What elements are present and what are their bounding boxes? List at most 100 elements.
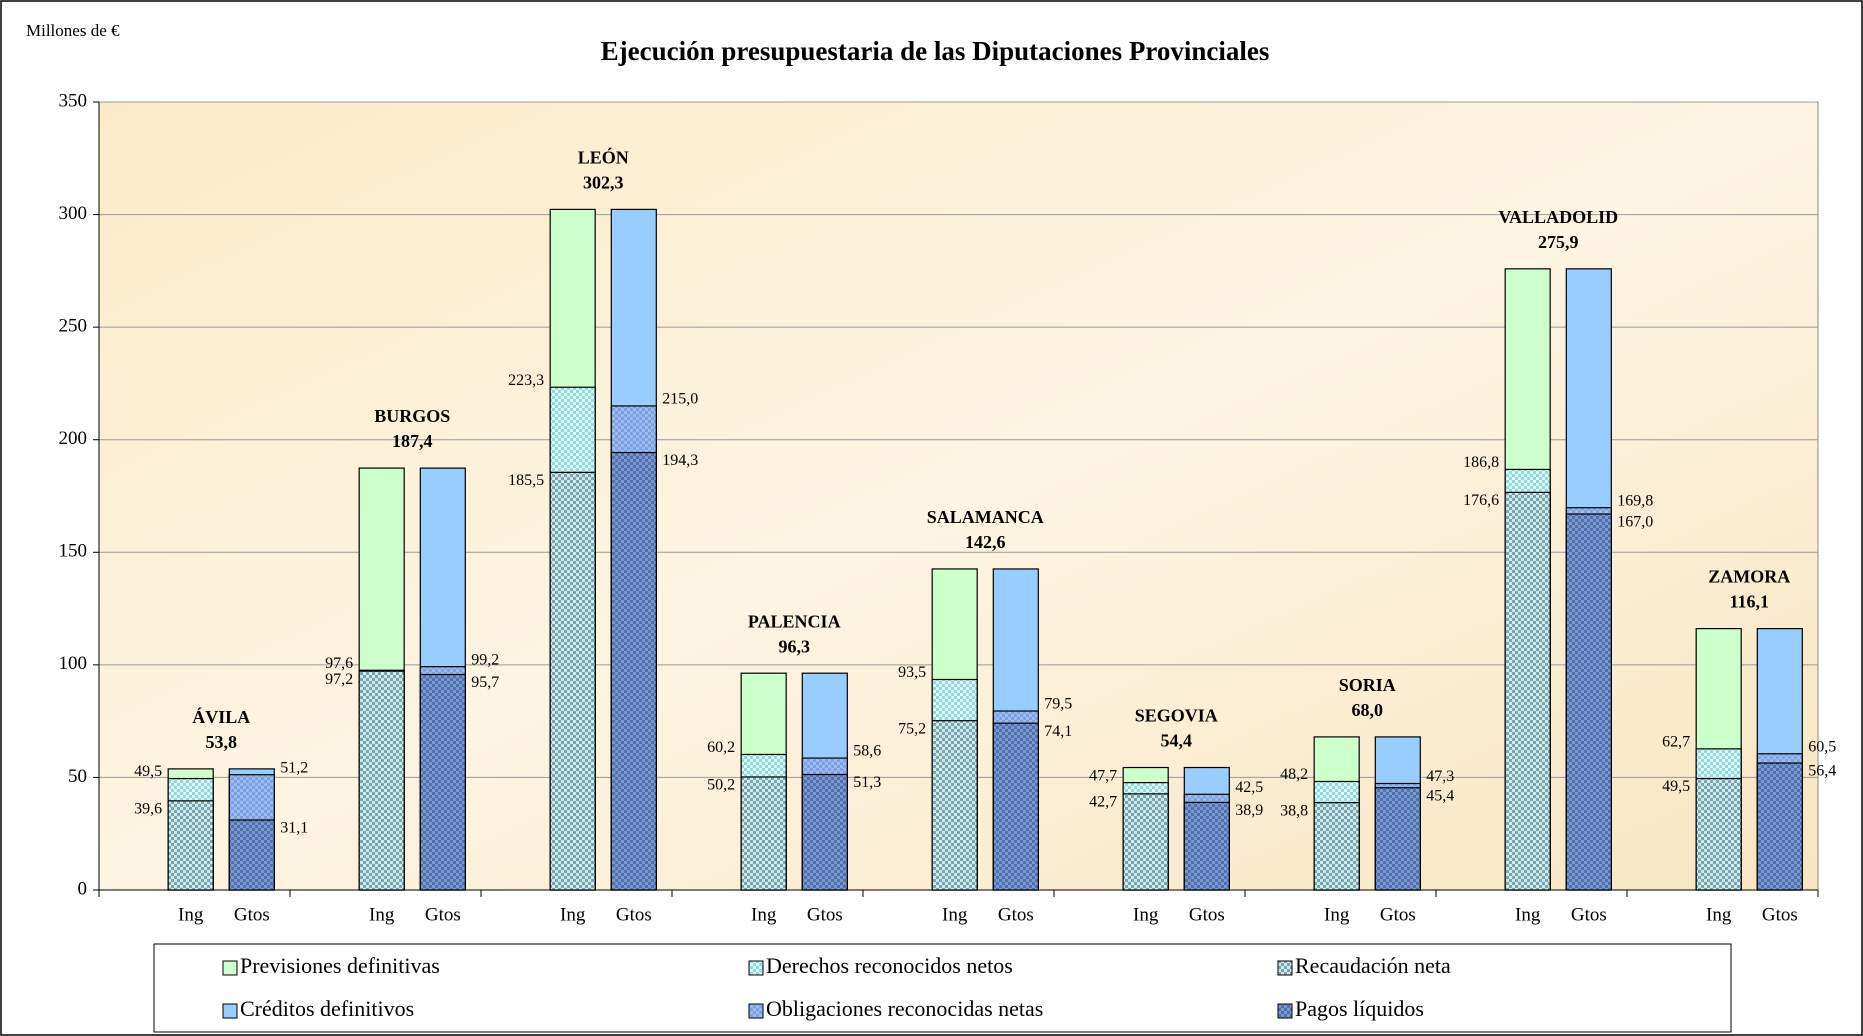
value-label: 47,7 — [1089, 767, 1117, 784]
value-label: 38,9 — [1235, 802, 1263, 819]
value-label: 167,0 — [1617, 514, 1653, 531]
bar-label: Ing — [369, 904, 395, 925]
chart-title: Ejecución presupuestaria de las Diputaci… — [601, 36, 1270, 66]
value-label: 60,5 — [1808, 738, 1836, 755]
y-tick-label: 300 — [59, 203, 88, 224]
bar — [931, 720, 978, 891]
bar-label: Gtos — [807, 904, 843, 925]
bar — [801, 773, 848, 891]
value-label: 75,2 — [898, 720, 926, 737]
legend-label: Créditos definitivos — [240, 996, 414, 1021]
value-label: 48,2 — [1280, 766, 1308, 783]
value-label: 93,5 — [898, 664, 926, 681]
y-axis-label: Millones de € — [26, 21, 120, 40]
legend-swatch — [1277, 1003, 1293, 1019]
value-label: 95,7 — [471, 674, 499, 691]
y-tick-label: 50 — [68, 766, 87, 787]
category-label: ÁVILA — [192, 706, 250, 727]
legend-swatch — [748, 1003, 764, 1019]
value-label: 74,1 — [1044, 723, 1072, 740]
value-label: 79,5 — [1044, 696, 1072, 713]
value-label: 194,3 — [662, 452, 698, 469]
bar — [1313, 802, 1360, 891]
bar — [610, 451, 657, 891]
legend-label: Previsiones definitivas — [240, 953, 440, 978]
bar-label: Gtos — [1189, 904, 1225, 925]
legend-label: Derechos reconocidos netos — [766, 953, 1013, 978]
total-label: 302,3 — [583, 173, 624, 193]
y-tick-label: 350 — [59, 90, 88, 111]
value-label: 99,2 — [471, 651, 499, 668]
value-label: 60,2 — [707, 739, 735, 756]
value-label: 223,3 — [508, 372, 544, 389]
legend-label: Obligaciones reconocidas netas — [766, 996, 1043, 1021]
bar — [740, 776, 787, 891]
y-tick-label: 0 — [78, 878, 88, 899]
value-label: 42,5 — [1235, 779, 1263, 796]
y-tick-label: 250 — [59, 316, 88, 337]
category-label: ZAMORA — [1708, 567, 1790, 587]
legend-swatch — [748, 960, 764, 976]
bar-label: Ing — [751, 904, 777, 925]
bar-label: Ing — [1515, 904, 1541, 925]
category-label: LEÓN — [578, 147, 629, 168]
bar-label: Gtos — [616, 904, 652, 925]
value-label: 49,5 — [134, 763, 162, 780]
bar-label: Gtos — [998, 904, 1034, 925]
value-label: 186,8 — [1463, 454, 1499, 471]
bar-label: Gtos — [1762, 904, 1798, 925]
value-label: 51,3 — [853, 774, 881, 791]
total-label: 275,9 — [1538, 232, 1579, 252]
bar — [1374, 787, 1421, 891]
value-label: 185,5 — [508, 472, 544, 489]
bar — [1565, 513, 1612, 891]
value-label: 38,8 — [1280, 802, 1308, 819]
bar — [228, 819, 275, 891]
bar-label: Ing — [942, 904, 968, 925]
value-label: 97,6 — [325, 655, 353, 672]
value-label: 62,7 — [1662, 734, 1690, 751]
total-label: 54,4 — [1160, 731, 1192, 751]
category-label: SALAMANCA — [927, 507, 1044, 527]
bar — [992, 722, 1039, 891]
bar — [1504, 491, 1551, 891]
value-label: 51,2 — [280, 759, 308, 776]
legend — [153, 943, 1732, 1033]
value-label: 45,4 — [1426, 787, 1454, 804]
bar — [1183, 801, 1230, 891]
legend-label: Pagos líquidos — [1295, 996, 1424, 1021]
bar-label: Gtos — [425, 904, 461, 925]
legend-swatch — [1277, 960, 1293, 976]
bar — [358, 670, 405, 891]
total-label: 53,8 — [205, 732, 237, 752]
value-label: 42,7 — [1089, 794, 1117, 811]
value-label: 169,8 — [1617, 492, 1653, 509]
bar — [1756, 762, 1803, 891]
total-label: 96,3 — [778, 636, 810, 656]
bar-label: Ing — [1706, 904, 1732, 925]
category-label: BURGOS — [374, 406, 450, 426]
bar-label: Ing — [1133, 904, 1159, 925]
category-label: SEGOVIA — [1135, 706, 1218, 726]
value-label: 58,6 — [853, 743, 881, 760]
y-tick-label: 150 — [59, 541, 88, 562]
value-label: 215,0 — [662, 391, 698, 408]
value-label: 47,3 — [1426, 768, 1454, 785]
value-label: 56,4 — [1808, 763, 1836, 780]
bar — [1122, 793, 1169, 891]
bar-label: Gtos — [234, 904, 270, 925]
bar — [549, 471, 596, 891]
legend-swatch — [222, 1003, 238, 1019]
value-label: 50,2 — [707, 777, 735, 794]
bar — [1695, 777, 1742, 891]
category-label: SORIA — [1339, 675, 1396, 695]
total-label: 187,4 — [392, 431, 433, 451]
value-label: 97,2 — [325, 671, 353, 688]
total-label: 68,0 — [1351, 700, 1383, 720]
value-label: 176,6 — [1463, 492, 1499, 509]
total-label: 116,1 — [1729, 592, 1769, 612]
bar — [167, 800, 214, 891]
bar-label: Ing — [1324, 904, 1350, 925]
category-label: VALLADOLID — [1498, 207, 1618, 227]
